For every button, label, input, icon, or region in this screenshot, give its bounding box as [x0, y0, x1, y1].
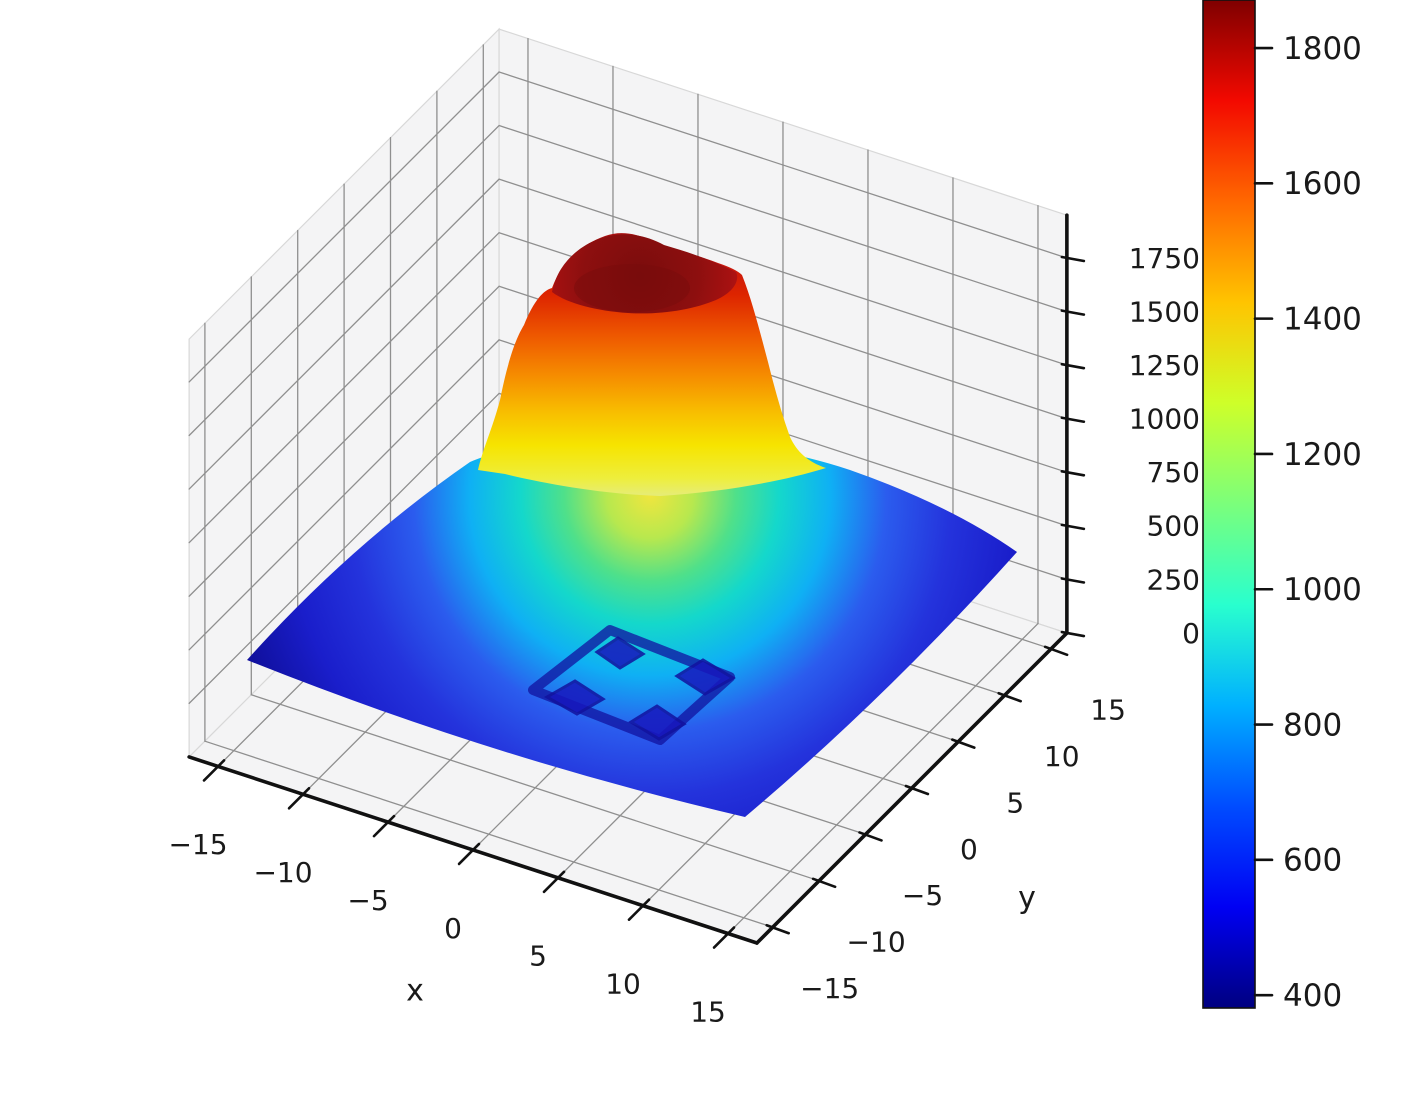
- x-tick-label: 5: [529, 940, 547, 973]
- y-tick-label: 5: [1006, 786, 1024, 819]
- surface-pattern-square: [594, 636, 646, 670]
- x-axis-tick: [372, 814, 396, 838]
- y-axis-label: y: [1018, 881, 1036, 916]
- z-axis-tick: [1060, 523, 1086, 531]
- y-axis-tick: [950, 738, 976, 749]
- z-axis-tick: [1060, 577, 1086, 584]
- wall-grid-line: [498, 124, 1068, 313]
- z-tick-label: 500: [1147, 510, 1200, 543]
- x-axis-tick: [457, 842, 481, 866]
- surface-pattern-square: [674, 658, 736, 696]
- z-tick-label: 0: [1182, 617, 1200, 650]
- x-tick-label: 10: [605, 967, 641, 1000]
- x-axis-tick: [627, 898, 651, 921]
- y-axis-tick: [904, 784, 930, 796]
- colorbar-tick-label: 1200: [1283, 437, 1362, 473]
- floor-grid-line: [204, 740, 774, 928]
- z-tick-label: 250: [1147, 563, 1200, 596]
- x-axis-tick: [202, 759, 226, 782]
- x-tick-label: 0: [444, 912, 462, 945]
- floor-grid-line: [250, 694, 820, 882]
- colorbar-tick-label: 1800: [1283, 31, 1362, 67]
- x-axis-tick: [712, 926, 736, 949]
- colorbar-tick-label: 1400: [1283, 301, 1362, 337]
- surface-crater: [574, 264, 690, 312]
- z-axis-tick: [1060, 630, 1086, 638]
- wall-grid-line: [188, 392, 500, 705]
- colorbar-tick-label: 400: [1283, 978, 1342, 1014]
- wall-grid-line: [188, 178, 500, 490]
- y-axis-tick: [858, 831, 883, 842]
- z-tick-label: 1750: [1129, 242, 1200, 275]
- x-tick-label: −5: [347, 884, 388, 917]
- wall-grid-line: [498, 178, 1068, 366]
- y-axis-tick: [765, 923, 791, 935]
- wall-grid-line: [498, 71, 1068, 259]
- z-axis-tick: [1060, 362, 1086, 370]
- y-tick-label: 15: [1090, 694, 1126, 727]
- y-tick-label: −15: [800, 972, 859, 1005]
- y-axis-tick: [1043, 645, 1069, 657]
- x-tick-label: −15: [168, 828, 227, 861]
- x-tick-label: −10: [253, 856, 312, 889]
- z-tick-label: 1250: [1129, 349, 1200, 382]
- x-tick-label: 15: [690, 995, 726, 1028]
- wall-grid-line: [188, 339, 500, 651]
- colorbar-tick-label: 800: [1283, 707, 1342, 743]
- y-tick-label: −5: [902, 879, 943, 912]
- y-axis-tick: [997, 691, 1023, 703]
- z-axis-tick: [1060, 416, 1086, 424]
- wall-grid-line: [188, 124, 500, 437]
- surface-pattern-square: [628, 704, 687, 741]
- x-axis-tick: [542, 870, 566, 894]
- z-axis-tick: [1060, 309, 1086, 316]
- wall-grid-line: [188, 71, 500, 383]
- z-tick-label: 750: [1147, 456, 1200, 489]
- y-tick-label: 0: [960, 833, 978, 866]
- surface-pattern-square: [543, 679, 606, 716]
- colorbar-tick-label: 1600: [1283, 166, 1362, 202]
- x-axis-tick: [287, 786, 311, 810]
- colorbar-tick-label: 600: [1283, 843, 1342, 879]
- z-tick-label: 1000: [1129, 403, 1200, 436]
- x-axis-label: x: [406, 974, 424, 1009]
- y-tick-label: 10: [1044, 740, 1080, 773]
- wall-grid-line: [188, 232, 500, 544]
- wall-grid-line: [188, 285, 500, 597]
- z-axis-tick: [1060, 255, 1086, 263]
- y-tick-label: −10: [847, 926, 906, 959]
- colorbar-tick-label: 1000: [1283, 572, 1362, 608]
- surface-base: [247, 438, 1017, 817]
- z-axis-tick: [1060, 470, 1086, 477]
- z-tick-label: 1500: [1129, 295, 1200, 328]
- y-axis-tick: [811, 877, 837, 889]
- colorbar: [1202, 0, 1256, 1009]
